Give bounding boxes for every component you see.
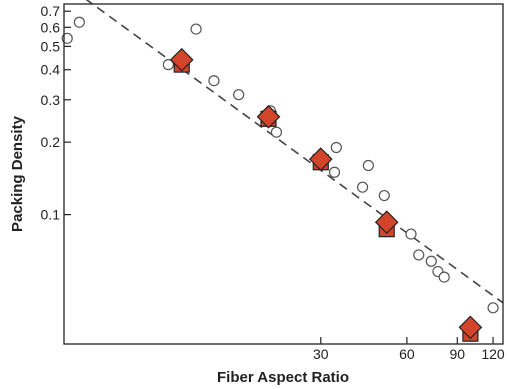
x-axis-title: Fiber Aspect Ratio [217,369,349,386]
y-tick-label: 0.3 [41,92,61,108]
plot-area [64,4,503,344]
data-point-circle [487,302,499,314]
x-tick-label: 90 [450,346,466,362]
fit-line-layer [85,0,504,304]
data-point-circle [330,141,342,154]
data-point-circle [328,166,341,178]
data-point-diamond [169,47,194,72]
y-axis-ticks: 0.1 0.2 0.3 0.4 0.5 0.60.7 [41,3,71,223]
data-point-diamond [256,104,281,129]
data-point-circle [405,228,417,240]
data-point-diamond [374,210,399,235]
data-point-circle [73,16,85,28]
marker-layer [61,16,499,342]
data-point-circle [425,255,437,267]
data-point-circle [356,181,369,193]
data-point-circle [362,159,374,172]
data-point-circle [61,32,73,44]
plot-frame [63,3,504,345]
data-point-diamond [308,147,333,171]
x-tick-label: 60 [399,346,415,362]
y-tick-label: 0.1 [41,207,61,223]
data-point-circle [413,249,425,261]
data-point-circle [270,126,283,138]
y-tick-label: 0.4 [41,62,61,78]
x-axis-ticks: 30 60 90 120 [313,337,505,362]
y-tick-label: 0.6 [41,19,61,35]
y-axis-title: Packing Density [9,115,26,232]
data-point-circle [162,59,174,71]
x-tick-label: 120 [481,346,505,362]
data-point-circle [190,23,202,35]
data-point-circle [378,189,390,202]
y-tick-label: 0.5 [41,38,61,54]
y-tick-label: 0.2 [41,134,61,150]
data-point-circle [208,75,220,87]
data-point-diamond [458,315,483,340]
data-point-circle [438,271,450,283]
fit-line [85,0,504,304]
y-tick-label: 0.7 [41,3,61,19]
x-tick-label: 30 [313,346,329,362]
data-point-circle [233,89,245,101]
